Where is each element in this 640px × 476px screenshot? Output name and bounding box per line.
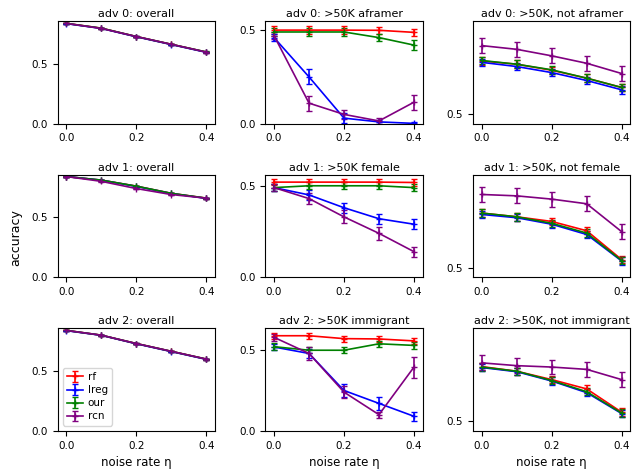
Title: adv 1: overall: adv 1: overall: [98, 163, 175, 173]
Title: adv 1: >50K female: adv 1: >50K female: [289, 163, 399, 173]
Title: adv 0: >50K aframer: adv 0: >50K aframer: [285, 9, 403, 19]
X-axis label: noise rate η: noise rate η: [101, 456, 172, 469]
Title: adv 2: >50K, not immigrant: adv 2: >50K, not immigrant: [474, 316, 630, 326]
Title: adv 1: >50K, not female: adv 1: >50K, not female: [484, 163, 620, 173]
X-axis label: noise rate η: noise rate η: [308, 456, 380, 469]
Text: accuracy: accuracy: [10, 209, 22, 267]
Title: adv 2: overall: adv 2: overall: [98, 316, 175, 326]
Title: adv 0: overall: adv 0: overall: [98, 9, 175, 19]
Title: adv 0: >50K, not aframer: adv 0: >50K, not aframer: [481, 9, 623, 19]
Legend: rf, lreg, our, rcn: rf, lreg, our, rcn: [63, 368, 112, 426]
Title: adv 2: >50K immigrant: adv 2: >50K immigrant: [279, 316, 409, 326]
X-axis label: noise rate η: noise rate η: [516, 456, 587, 469]
